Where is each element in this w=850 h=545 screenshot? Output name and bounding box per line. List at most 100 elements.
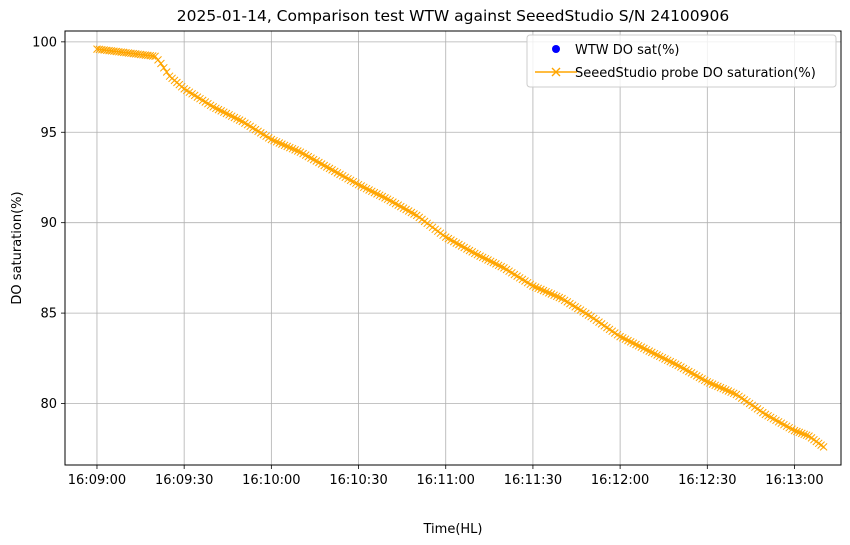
data-point-marker <box>800 430 809 439</box>
data-point-marker <box>802 431 811 440</box>
y-tick-label: 100 <box>32 35 57 50</box>
data-point-marker <box>494 261 503 270</box>
data-point-marker <box>148 52 157 60</box>
data-point-marker <box>795 428 804 437</box>
data-point-marker <box>537 285 545 294</box>
data-point-marker <box>797 429 806 438</box>
data-point-marker <box>550 291 558 300</box>
data-point-marker <box>716 383 725 392</box>
y-tick-label: 90 <box>40 216 57 231</box>
data-point-marker <box>212 104 220 113</box>
x-tick-label: 16:10:30 <box>329 473 387 488</box>
data-point-marker <box>217 107 226 115</box>
plot-frame <box>64 30 842 466</box>
data-point-marker <box>367 187 376 196</box>
data-point-marker <box>489 258 498 267</box>
y-tick-label: 80 <box>40 397 57 412</box>
x-tick-label: 16:09:00 <box>68 473 126 488</box>
data-point-marker <box>470 249 479 258</box>
data-point-marker <box>357 182 366 190</box>
data-point-marker <box>618 334 627 342</box>
data-point-marker <box>531 283 540 291</box>
data-point-marker <box>703 377 712 386</box>
data-point-marker <box>275 139 284 147</box>
y-tick-label: 95 <box>40 126 57 141</box>
data-point-marker <box>291 146 299 154</box>
data-point-marker <box>278 140 286 148</box>
data-point-marker <box>669 359 677 367</box>
data-point-marker <box>790 426 799 435</box>
data-point-marker <box>370 188 379 197</box>
x-axis-label: Time(HL) <box>423 522 483 537</box>
data-point-marker <box>283 142 292 151</box>
data-point-marker <box>663 356 672 365</box>
data-point-marker <box>159 63 168 72</box>
data-point-marker <box>729 389 738 398</box>
data-point-marker <box>534 284 543 293</box>
data-point-marker <box>529 282 537 290</box>
data-point-marker <box>481 254 490 263</box>
data-point-marker <box>280 141 289 150</box>
data-point-marker <box>711 381 720 390</box>
x-tick-label: 16:10:00 <box>242 473 300 488</box>
data-point-marker <box>719 384 728 393</box>
x-tick-label: 16:11:30 <box>504 473 562 488</box>
legend-label-wtw: WTW DO sat(%) <box>575 43 680 58</box>
grid <box>65 31 841 465</box>
x-tick-label: 16:09:30 <box>155 473 213 488</box>
data-point-marker <box>476 252 484 260</box>
data-point-marker <box>362 184 371 193</box>
data-point-marker <box>219 108 228 117</box>
data-point-marker <box>293 147 302 155</box>
data-point-marker <box>552 292 561 301</box>
data-point-marker <box>632 340 640 349</box>
data-point-marker <box>542 287 550 296</box>
data-point-marker <box>288 144 297 153</box>
data-point-marker <box>706 379 714 387</box>
data-point-marker <box>230 113 239 122</box>
legend-box <box>526 34 837 88</box>
legend-marker-wtw-dot <box>552 45 560 53</box>
data-point-marker <box>539 286 548 295</box>
data-point-marker <box>819 443 828 451</box>
data-point-marker <box>272 137 281 146</box>
data-point-marker <box>626 338 635 346</box>
data-point-marker <box>714 382 722 391</box>
data-point-marker <box>486 257 495 266</box>
y-axis-label: DO saturation(%) <box>10 191 25 304</box>
data-point-marker <box>724 387 733 395</box>
data-point-marker <box>375 191 384 200</box>
data-point-marker <box>721 386 730 394</box>
data-point-marker <box>650 349 659 358</box>
x-tick-label: 16:11:00 <box>417 473 475 488</box>
x-tick-label: 16:12:30 <box>678 473 736 488</box>
data-point-marker <box>544 289 553 297</box>
data-point-marker <box>270 136 278 145</box>
legend-label-seeedstudio: SeeedStudio probe DO saturation(%) <box>575 66 816 81</box>
data-point-marker <box>285 143 294 152</box>
data-point-marker <box>547 290 556 298</box>
data-point-marker <box>637 343 646 351</box>
y-tick-label: 85 <box>40 307 57 322</box>
data-point-marker <box>658 353 667 362</box>
data-point-marker <box>162 68 171 76</box>
data-point-marker <box>555 293 564 302</box>
data-point-marker <box>233 114 241 123</box>
data-point-marker <box>645 347 654 355</box>
data-point-marker <box>671 360 680 369</box>
data-point-marker <box>653 351 661 359</box>
data-point-marker <box>727 388 735 397</box>
x-tick-label: 16:13:00 <box>765 473 823 488</box>
legend-marker-seeedstudio-x <box>551 67 561 77</box>
data-point-marker <box>708 380 717 388</box>
data-point-marker <box>157 59 165 68</box>
legend: WTW DO sat(%) SeeedStudio probe DO satur… <box>526 34 837 88</box>
data-point-marker <box>267 135 276 144</box>
data-point-marker <box>381 194 389 202</box>
data-point-marker <box>793 427 801 436</box>
plot-series <box>93 45 828 451</box>
x-tick-label: 16:12:00 <box>591 473 649 488</box>
axis-ticks: 16:09:00 16:09:30 16:10:00 16:10:30 16:11:00… <box>32 35 824 488</box>
